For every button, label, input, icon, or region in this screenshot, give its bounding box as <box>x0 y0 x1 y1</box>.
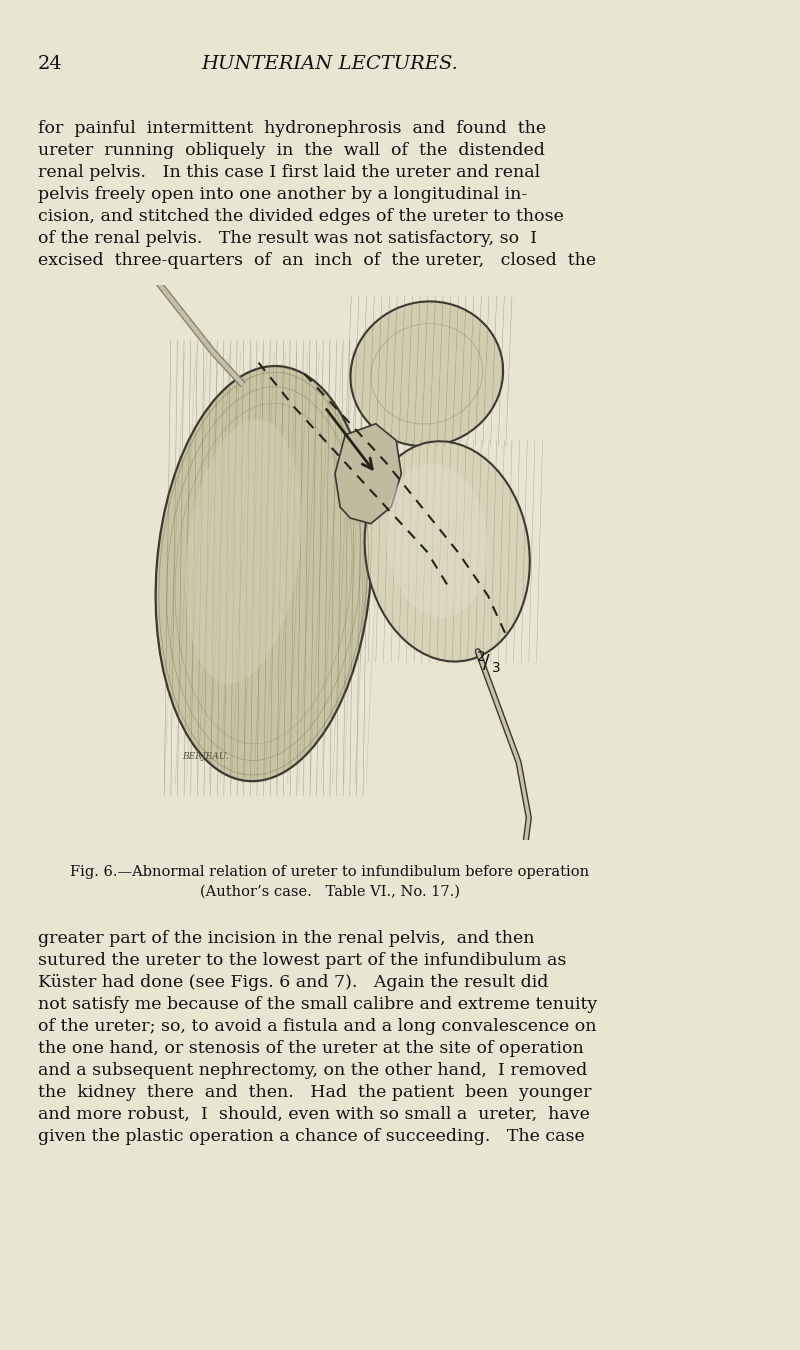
Text: ureter  running  obliquely  in  the  wall  of  the  distended: ureter running obliquely in the wall of … <box>38 142 545 159</box>
Text: 24: 24 <box>38 55 62 73</box>
Ellipse shape <box>386 463 489 618</box>
Text: the one hand, or stenosis of the ureter at the site of operation: the one hand, or stenosis of the ureter … <box>38 1040 584 1057</box>
Text: and more robust,  I  should, even with so small a  ureter,  have: and more robust, I should, even with so … <box>38 1106 590 1123</box>
Ellipse shape <box>185 420 302 683</box>
Text: (Author’s case.   Table VI., No. 17.): (Author’s case. Table VI., No. 17.) <box>200 886 460 899</box>
Text: BERJEAU.: BERJEAU. <box>182 752 228 761</box>
Text: HUNTERIAN LECTURES.: HUNTERIAN LECTURES. <box>202 55 458 73</box>
Text: cision, and stitched the divided edges of the ureter to those: cision, and stitched the divided edges o… <box>38 208 564 225</box>
Text: pelvis freely open into one another by a longitudinal in-: pelvis freely open into one another by a… <box>38 186 527 202</box>
Text: for  painful  intermittent  hydronephrosis  and  found  the: for painful intermittent hydronephrosis … <box>38 120 546 136</box>
Text: Fig. 6.—Abnormal relation of ureter to infundibulum before operation: Fig. 6.—Abnormal relation of ureter to i… <box>70 865 590 879</box>
Text: greater part of the incision in the renal pelvis,  and then: greater part of the incision in the rena… <box>38 930 534 946</box>
Text: excised  three-quarters  of  an  inch  of  the ureter,   closed  the: excised three-quarters of an inch of the… <box>38 252 596 269</box>
Text: of the ureter; so, to avoid a fistula and a long convalescence on: of the ureter; so, to avoid a fistula an… <box>38 1018 597 1035</box>
Text: sutured the ureter to the lowest part of the infundibulum as: sutured the ureter to the lowest part of… <box>38 952 566 969</box>
Ellipse shape <box>350 301 503 447</box>
Text: of the renal pelvis.   The result was not satisfactory, so  I: of the renal pelvis. The result was not … <box>38 230 537 247</box>
Text: not satisfy me because of the small calibre and extreme tenuity: not satisfy me because of the small cali… <box>38 996 598 1012</box>
Text: $^2\!/_{\,3}$: $^2\!/_{\,3}$ <box>476 649 500 675</box>
Ellipse shape <box>365 441 530 662</box>
Text: Küster had done (see Figs. 6 and 7).   Again the result did: Küster had done (see Figs. 6 and 7). Aga… <box>38 973 548 991</box>
Text: given the plastic operation a chance of succeeding.   The case: given the plastic operation a chance of … <box>38 1129 585 1145</box>
Polygon shape <box>335 424 402 524</box>
Text: and a subsequent nephrectomy, on the other hand,  I removed: and a subsequent nephrectomy, on the oth… <box>38 1062 587 1079</box>
Text: the  kidney  there  and  then.   Had  the patient  been  younger: the kidney there and then. Had the patie… <box>38 1084 591 1102</box>
Text: renal pelvis.   In this case I first laid the ureter and renal: renal pelvis. In this case I first laid … <box>38 163 540 181</box>
Ellipse shape <box>156 366 371 782</box>
